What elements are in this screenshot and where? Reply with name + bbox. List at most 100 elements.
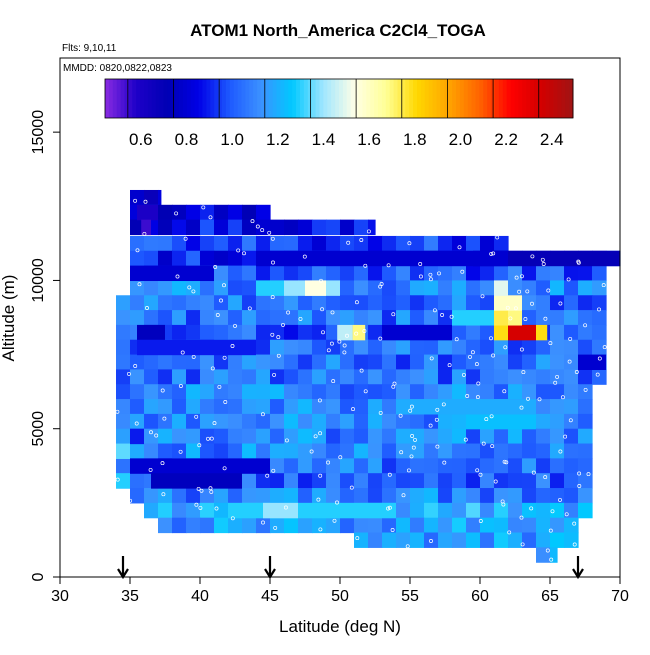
sample-point [209,436,214,441]
heatmap-cell [256,473,271,489]
heatmap-cell [592,295,607,311]
sample-point [316,497,321,502]
heatmap-highlight-cell [466,413,536,430]
heatmap-cell [410,339,425,356]
colorbar-segment [136,79,141,118]
heatmap-cell [116,339,131,356]
sample-point [335,500,339,505]
heatmap-cell [186,428,201,445]
heatmap-cell [424,458,439,474]
heatmap-cell [508,532,523,548]
sample-point [470,350,475,355]
heatmap-cell [564,310,579,326]
heatmap-cell [172,204,187,221]
heatmap-highlight-cell [228,502,396,519]
flights-annotation: Flts: 9,10,11 [62,43,117,54]
heatmap-cell [452,488,467,504]
heatmap-cell [508,265,523,282]
heatmap-cell [158,250,173,267]
colorbar-tick-label: 2.0 [449,130,473,149]
sample-point [321,330,325,335]
sample-point [465,394,470,398]
heatmap-cell [186,413,201,430]
sample-point [550,509,555,514]
heatmap-cell [312,369,327,385]
heatmap-cell [382,517,397,534]
heatmap-cell [536,280,551,296]
sample-point [178,449,183,454]
heatmap-cell [424,473,439,489]
heatmap-cell [410,443,425,459]
heatmap-cell [284,458,299,474]
heatmap-cell [396,458,411,474]
sample-point [212,421,217,426]
colorbar-segment [510,79,515,118]
sample-point [410,434,415,438]
colorbar-segment [323,79,328,118]
heatmap-cell [228,413,243,430]
heatmap-cell [592,339,607,356]
colorbar-segment [413,79,418,118]
sample-point [568,418,573,423]
heatmap-cell [354,532,369,548]
sample-point [583,387,588,392]
latitude-arrows [117,556,584,580]
sample-point [276,335,281,340]
heatmap-cell [326,428,341,445]
heatmap-cell [242,384,257,400]
heatmap-cell [242,310,257,326]
heatmap-cell [130,235,145,252]
heatmap-cell [298,310,313,326]
sample-point [489,251,494,256]
sample-point [319,278,323,283]
heatmap-cell [214,235,229,252]
heatmap-cell [242,354,257,370]
heatmap-cell [200,204,215,221]
sample-point [405,544,410,549]
heatmap-cell [312,324,327,341]
heatmap-cell [312,235,327,252]
heatmap-cell [368,443,383,459]
heatmap-cell [550,473,565,489]
heatmap-cell [326,265,341,282]
colorbar-segment [522,79,527,118]
heatmap-cell [340,488,355,504]
heatmap-cell [298,219,313,236]
heatmap-cell [270,369,285,385]
heatmap-cell [438,428,453,445]
heatmap-cell [410,310,425,326]
heatmap-cell [410,517,425,534]
colorbar-segment [354,79,359,118]
sample-point [521,370,526,375]
heatmap-cell [466,488,481,504]
heatmap-cell [396,428,411,445]
heatmap-cell [368,280,383,296]
sample-point [148,467,153,472]
heatmap-cell [368,517,383,534]
heatmap-cell [228,219,243,236]
sample-point [484,417,489,422]
heatmap-cell [438,488,453,504]
heatmap-cell [368,339,383,356]
heatmap-cell [116,384,131,400]
colorbar-segment [378,79,383,118]
heatmap-cell [298,295,313,311]
heatmap-cell [424,354,439,370]
sample-point [354,331,359,336]
sample-point [386,263,391,268]
sample-point [255,224,260,229]
heatmap-cell [256,428,271,445]
heatmap-cell [368,369,383,385]
y-tick-label: 5000 [30,411,47,447]
heatmap-cell [564,295,579,311]
heatmap-cell [424,428,439,445]
heatmap-cell [340,265,355,282]
sample-point [346,240,351,245]
y-tick-label: 10000 [30,258,47,303]
heatmap-cell [298,413,313,430]
heatmap-cell [270,235,285,252]
heatmap-cell [508,473,523,489]
heatmap-cell [354,310,369,326]
heatmap-cell [522,473,537,489]
heatmap-cell [214,219,229,236]
